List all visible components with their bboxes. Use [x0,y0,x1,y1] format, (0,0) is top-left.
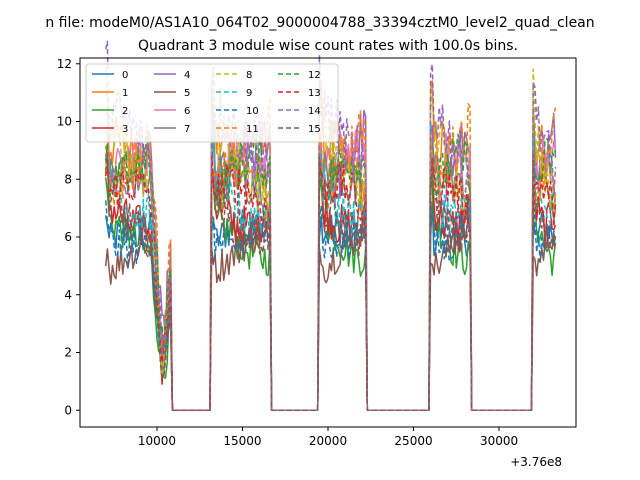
x-tick-label: 10000 [138,434,176,448]
y-tick-label: 2 [64,346,72,360]
legend-label-7: 7 [184,124,190,135]
plot-frame [79,57,577,428]
y-tick-label: 0 [64,403,72,417]
figure-suptitle: n file: modeM0/AS1A10_064T02_9000004788_… [45,15,594,31]
y-tick-label: 4 [64,288,72,302]
legend-label-13: 13 [308,88,321,99]
chart-title: Quadrant 3 module wise count rates with … [138,38,518,54]
x-tick-label: 25000 [394,434,432,448]
series-line-12 [104,133,557,412]
y-tick-label: 6 [64,230,72,244]
legend-label-11: 11 [246,124,259,135]
legend-label-6: 6 [184,106,190,117]
legend-label-12: 12 [308,70,321,81]
y-tick-label: 10 [57,115,72,129]
legend-label-8: 8 [246,70,252,81]
series-line-13 [104,151,557,412]
legend-label-9: 9 [246,88,252,99]
legend-label-10: 10 [246,106,259,117]
legend-label-14: 14 [308,106,321,117]
plot-lines [104,40,557,412]
legend-box [85,63,339,143]
series-line-15 [104,152,557,412]
legend-label-1: 1 [122,88,128,99]
y-tick-label: 12 [57,57,72,71]
x-tick-label: 20000 [309,434,347,448]
y-tick-label: 8 [64,172,72,186]
legend-label-15: 15 [308,124,321,135]
x-tick-label: 15000 [223,434,261,448]
series-line-5 [104,214,557,412]
legend-label-0: 0 [122,70,128,81]
legend-label-2: 2 [122,106,128,117]
legend-label-4: 4 [184,70,190,81]
legend-label-3: 3 [122,124,128,135]
y-axis-ticks: 0 2 4 6 8 10 12 [57,57,80,417]
x-tick-label: 30000 [480,434,518,448]
x-axis-ticks: 10000 15000 20000 25000 30000 [138,427,518,448]
legend-label-5: 5 [184,88,190,99]
x-offset-label: +3.76e8 [510,455,562,469]
